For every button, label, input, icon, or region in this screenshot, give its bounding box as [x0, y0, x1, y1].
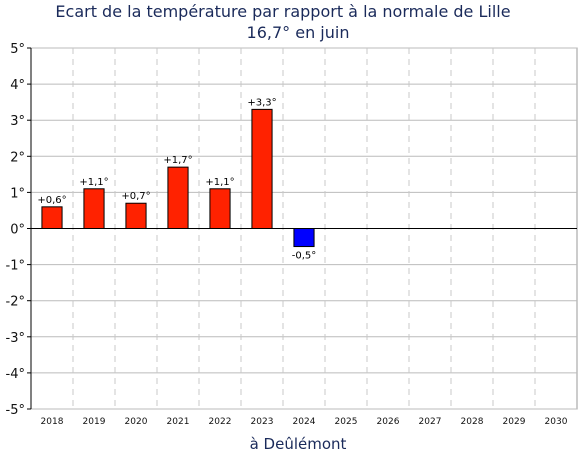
- chart-subtitle: 16,7° en juin: [247, 23, 350, 42]
- y-axis: 5° 4° 3° 2° 1° 0° -1° -2° -3° -4° -5°: [6, 42, 31, 418]
- data-label-2024: -0,5°: [292, 251, 317, 262]
- data-labels: +0,6° +1,1° +0,7° +1,7° +1,1° +3,3° -0,5°: [37, 97, 316, 261]
- x-tick-label: 2022: [209, 417, 232, 427]
- bar-2019: [83, 188, 105, 229]
- y-tick-label: -1°: [6, 259, 25, 274]
- x-tick-label: 2023: [251, 417, 274, 427]
- x-tick-label: 2019: [83, 417, 106, 427]
- data-label-2018: +0,6°: [37, 195, 66, 206]
- x-tick-label: 2028: [461, 417, 484, 427]
- x-tick-label: 2021: [167, 417, 190, 427]
- x-tick-label: 2020: [125, 417, 148, 427]
- x-tick-label: 2026: [377, 417, 400, 427]
- grid: [30, 47, 578, 410]
- y-tick-label: 2°: [10, 150, 25, 165]
- y-tick-label: -3°: [6, 331, 25, 346]
- bar-2022: [209, 188, 231, 229]
- y-tick-label: 1°: [10, 186, 25, 201]
- bars: [41, 108, 315, 248]
- x-tick-label: 2029: [503, 417, 526, 427]
- x-tick-label: 2027: [419, 417, 442, 427]
- y-tick-label: -5°: [6, 403, 25, 418]
- x-tick-label: 2018: [41, 417, 64, 427]
- y-tick-label: -2°: [6, 295, 25, 310]
- bar-2018: [41, 206, 63, 229]
- y-tick-label: 5°: [10, 42, 25, 57]
- x-tick-label: 2030: [545, 417, 568, 427]
- x-tick-label: 2024: [293, 417, 316, 427]
- data-label-2022: +1,1°: [205, 177, 234, 188]
- chart-title: Ecart de la température par rapport à la…: [55, 2, 510, 21]
- y-tick-label: -4°: [6, 367, 25, 382]
- x-tick-label: 2025: [335, 417, 358, 427]
- bar-2020: [125, 202, 147, 229]
- data-label-2019: +1,1°: [79, 177, 108, 188]
- x-axis-label: à Deûlémont: [250, 435, 347, 453]
- bar-2021: [167, 166, 189, 230]
- y-tick-label: 3°: [10, 114, 25, 129]
- data-label-2020: +0,7°: [121, 191, 150, 202]
- x-axis: 2018 2019 2020 2021 2022 2023 2024 2025 2026 2027…: [41, 417, 568, 427]
- bar-2024: [293, 228, 315, 248]
- y-tick-label: 0°: [10, 223, 25, 238]
- data-label-2021: +1,7°: [163, 155, 192, 166]
- bar-2023: [251, 108, 273, 229]
- y-tick-label: 4°: [10, 78, 25, 93]
- data-label-2023: +3,3°: [247, 97, 276, 108]
